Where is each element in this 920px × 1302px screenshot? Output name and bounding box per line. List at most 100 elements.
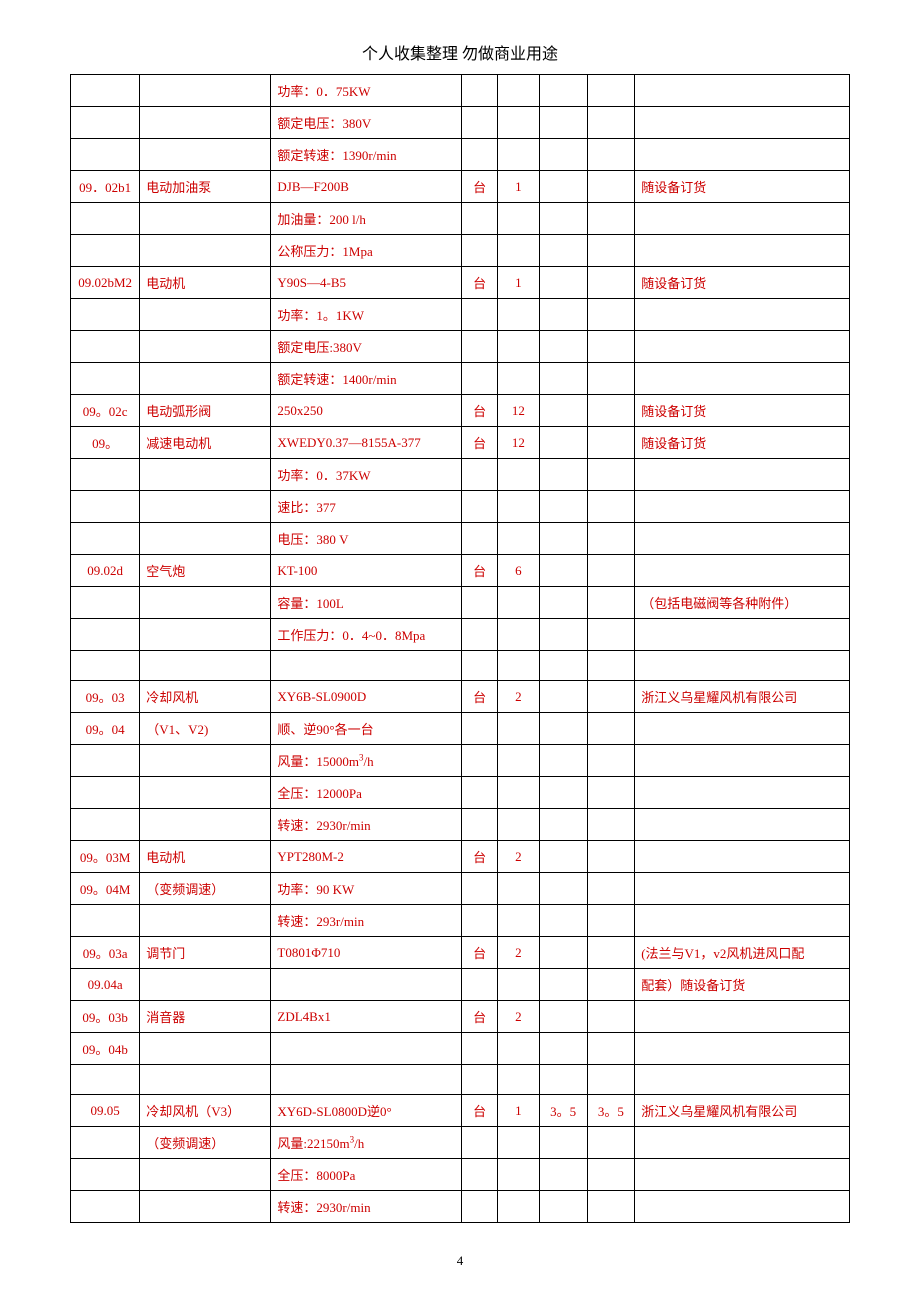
table-cell (635, 107, 850, 139)
table-cell (140, 203, 271, 235)
table-cell (539, 1159, 587, 1191)
table-cell: 转速：2930r/min (271, 1191, 462, 1223)
table-row: 公称压力：1Mpa (71, 235, 850, 267)
table-row: 额定转速：1400r/min (71, 363, 850, 395)
table-cell (635, 1065, 850, 1095)
table-cell (462, 523, 498, 555)
table-cell (462, 1033, 498, 1065)
table-cell (71, 1127, 140, 1159)
table-cell (498, 139, 540, 171)
table-cell (462, 139, 498, 171)
table-cell (539, 1065, 587, 1095)
table-cell: 09.02bM2 (71, 267, 140, 299)
table-cell (140, 299, 271, 331)
table-cell (462, 331, 498, 363)
table-cell (462, 299, 498, 331)
table-cell (140, 523, 271, 555)
table-cell (71, 1191, 140, 1223)
table-cell: 2 (498, 1001, 540, 1033)
table-cell (539, 841, 587, 873)
equipment-table: 功率：0．75KW额定电压：380V额定转速：1390r/min09．02b1电… (70, 74, 850, 1223)
table-cell (462, 873, 498, 905)
table-cell (498, 1065, 540, 1095)
table-cell (140, 459, 271, 491)
table-cell (462, 1065, 498, 1095)
table-cell (71, 809, 140, 841)
table-cell (587, 1033, 635, 1065)
table-cell (71, 1159, 140, 1191)
table-cell (498, 969, 540, 1001)
table-cell: KT-100 (271, 555, 462, 587)
table-cell (140, 107, 271, 139)
table-cell (71, 331, 140, 363)
table-cell (71, 777, 140, 809)
table-cell (539, 427, 587, 459)
table-row (71, 651, 850, 681)
table-cell (498, 203, 540, 235)
table-cell (71, 75, 140, 107)
table-row: 09。减速电动机XWEDY0.37—8155A-377台12随设备订货 (71, 427, 850, 459)
table-cell (462, 905, 498, 937)
table-row: 转速：293r/min (71, 905, 850, 937)
table-cell: （变频调速） (140, 1127, 271, 1159)
table-cell: （V1、V2) (140, 713, 271, 745)
table-cell (539, 203, 587, 235)
table-cell: 09。03M (71, 841, 140, 873)
table-cell (71, 651, 140, 681)
table-cell (462, 75, 498, 107)
table-row: 09。04M（变频调速）功率：90 KW (71, 873, 850, 905)
table-cell (539, 267, 587, 299)
table-cell (635, 841, 850, 873)
table-cell: 台 (462, 427, 498, 459)
table-cell (587, 619, 635, 651)
table-cell (71, 299, 140, 331)
table-cell (635, 331, 850, 363)
table-cell: 功率：0．37KW (271, 459, 462, 491)
table-cell: 09。03a (71, 937, 140, 969)
table-cell (635, 1127, 850, 1159)
table-cell (498, 235, 540, 267)
table-cell: 6 (498, 555, 540, 587)
table-cell: 功率：1。1KW (271, 299, 462, 331)
table-row (71, 1065, 850, 1095)
table-row: 09。03M电动机YPT280M-2台2 (71, 841, 850, 873)
table-cell: 2 (498, 937, 540, 969)
table-cell (462, 491, 498, 523)
table-cell: 额定转速：1400r/min (271, 363, 462, 395)
table-cell: 随设备订货 (635, 395, 850, 427)
table-cell (635, 523, 850, 555)
table-cell: 冷却风机（V3） (140, 1095, 271, 1127)
table-cell (71, 203, 140, 235)
table-cell (539, 873, 587, 905)
table-cell (539, 651, 587, 681)
table-cell (271, 1065, 462, 1095)
table-cell (498, 651, 540, 681)
table-cell: 电动机 (140, 267, 271, 299)
table-cell (539, 235, 587, 267)
table-cell: 台 (462, 1095, 498, 1127)
table-cell: 2 (498, 681, 540, 713)
table-cell: 09。02c (71, 395, 140, 427)
table-cell (587, 427, 635, 459)
table-cell: 09。04b (71, 1033, 140, 1065)
table-row: 全压：12000Pa (71, 777, 850, 809)
table-cell (140, 587, 271, 619)
table-cell (587, 459, 635, 491)
table-cell (498, 331, 540, 363)
table-cell (539, 681, 587, 713)
table-row: 09.02d空气炮KT-100台6 (71, 555, 850, 587)
table-cell: 台 (462, 937, 498, 969)
table-row: 功率：0．37KW (71, 459, 850, 491)
table-cell: 风量：15000m3/h (271, 745, 462, 777)
table-cell (587, 331, 635, 363)
table-cell (539, 523, 587, 555)
table-cell (587, 1001, 635, 1033)
table-cell (140, 331, 271, 363)
table-cell (587, 905, 635, 937)
table-cell (635, 459, 850, 491)
table-cell (587, 1191, 635, 1223)
table-cell: 台 (462, 171, 498, 203)
table-row: 09．02b1电动加油泵DJB—F200B台1随设备订货 (71, 171, 850, 203)
table-cell (462, 1159, 498, 1191)
table-cell (539, 937, 587, 969)
